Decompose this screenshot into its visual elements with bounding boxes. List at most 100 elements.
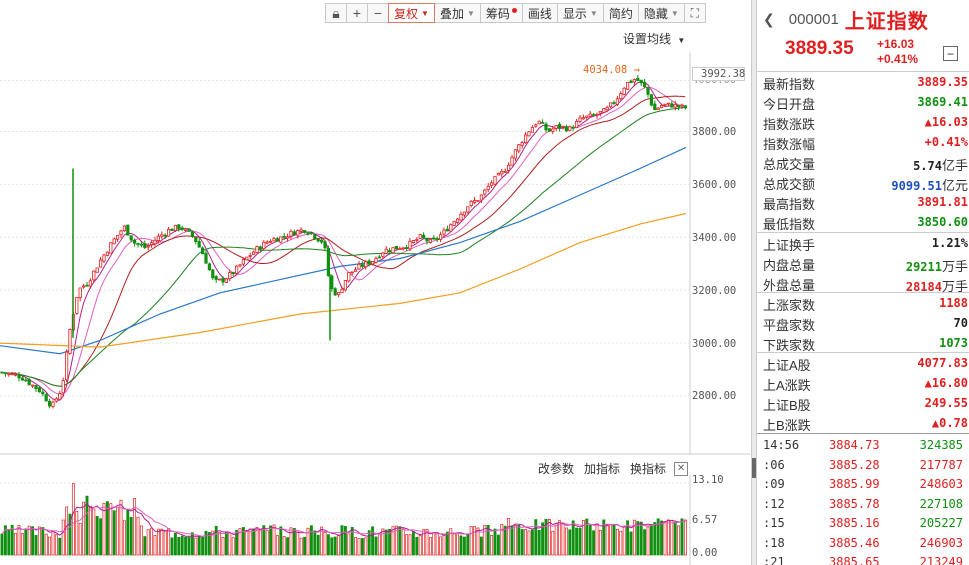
candle-body: [551, 128, 555, 132]
volume-bar: [95, 516, 99, 556]
candle-body: [541, 121, 545, 124]
candles: [0, 74, 688, 409]
candle-body: [187, 228, 191, 232]
volume-bar: [585, 518, 589, 556]
display-button[interactable]: 显示 ▼: [556, 3, 604, 23]
zoom-in-icon[interactable]: +: [346, 3, 368, 23]
stat-label: 最高指数: [763, 197, 816, 212]
volume-bar: [24, 528, 28, 556]
candle-body: [7, 373, 11, 375]
stat-label: 指数涨幅: [763, 137, 816, 152]
fullscreen-icon[interactable]: ⛶: [683, 3, 706, 23]
candle-body: [224, 278, 228, 283]
axis-tick: 3200.00: [692, 285, 737, 297]
volume-bar: [619, 530, 623, 556]
candle-body: [265, 241, 269, 244]
kline-chart[interactable]: [0, 52, 750, 455]
candle-body: [476, 200, 480, 202]
overlay-button[interactable]: 叠加 ▼: [433, 3, 481, 23]
candle-body: [3, 372, 7, 375]
volume-bar: [656, 518, 660, 556]
candle-body: [302, 230, 307, 233]
stat-value: 3850.60: [917, 215, 968, 229]
volume-bars: [0, 483, 687, 556]
candle-body: [228, 272, 232, 280]
chips-button[interactable]: 筹码: [479, 3, 523, 23]
volume-bar: [486, 524, 490, 556]
candle-body: [353, 269, 358, 272]
volume-bar: [323, 531, 327, 556]
adjust-button[interactable]: 复权 ▼: [388, 3, 435, 23]
candle-body: [78, 287, 82, 299]
volume-bar: [350, 527, 354, 556]
stat-value: 28184万手: [905, 279, 968, 294]
volume-bar: [34, 534, 38, 556]
volume-bar: [615, 528, 619, 556]
close-icon[interactable]: ✕: [674, 461, 689, 476]
volume-bar: [214, 525, 218, 556]
volume-bar: [92, 508, 96, 556]
volume-chart[interactable]: [0, 475, 750, 565]
switch-indicator-button[interactable]: 换指标: [630, 462, 667, 476]
candle-body: [360, 264, 365, 267]
candle-body: [109, 242, 113, 254]
volume-bar: [269, 525, 273, 556]
volume-bar: [469, 526, 473, 556]
collapse-button[interactable]: −: [943, 46, 958, 61]
ma-line: [1, 86, 686, 396]
volume-bar: [442, 535, 446, 556]
volume-bar: [126, 509, 130, 556]
volume-bar: [279, 526, 283, 556]
quote-summary: 3889.35 +16.03 +0.41% −: [757, 36, 969, 70]
candle-body: [116, 234, 120, 240]
candle-body: [581, 117, 586, 120]
stat-label: 上A涨跌: [763, 378, 811, 393]
candle-body: [336, 292, 341, 295]
volume-bar: [666, 519, 670, 556]
candle-body: [75, 297, 79, 314]
draw-line-button[interactable]: 画线: [521, 3, 558, 23]
candle-body: [510, 156, 514, 166]
candle-body: [442, 229, 446, 235]
volume-bar: [136, 516, 140, 556]
stat-row: 上证A股 4077.83: [757, 353, 969, 373]
simple-button[interactable]: 简约: [602, 3, 639, 23]
volume-bar: [415, 536, 419, 556]
stat-unit: 亿手: [941, 158, 968, 173]
splitter-handle[interactable]: [752, 458, 756, 478]
panel-splitter[interactable]: [751, 0, 757, 565]
candle-body: [377, 256, 382, 259]
candle-body: [506, 164, 511, 171]
candle-body: [513, 149, 518, 159]
volume-bar: [490, 535, 494, 556]
candle-body: [126, 224, 130, 236]
candle-body: [136, 243, 140, 245]
chevron-left-icon[interactable]: ❮: [763, 10, 775, 27]
candle-body: [30, 384, 35, 387]
arrow-right-icon: →: [633, 64, 640, 76]
candle-body: [394, 245, 399, 250]
ma-settings-button[interactable]: 设置均线 ▼: [623, 30, 685, 47]
add-indicator-button[interactable]: 加指标: [584, 462, 621, 476]
volume-bar: [275, 535, 279, 556]
zoom-out-icon[interactable]: −: [367, 3, 389, 23]
tick-price: 3885.28: [829, 457, 880, 472]
ma-settings-label: 设置均线: [623, 32, 672, 46]
candle-body: [289, 230, 293, 237]
volume-bar: [377, 533, 381, 556]
hide-button[interactable]: 隐藏 ▼: [637, 3, 685, 23]
volume-bar: [530, 529, 534, 556]
volume-bar: [61, 519, 65, 556]
candle-body: [340, 288, 344, 294]
volume-bar: [119, 499, 123, 556]
candle-body: [520, 142, 524, 146]
ma-line: [1, 81, 686, 401]
lock-icon[interactable]: 🔒︎: [325, 3, 347, 23]
candle-body: [517, 144, 521, 152]
volume-bar: [289, 527, 293, 556]
candle-body: [486, 185, 490, 190]
candle-body: [398, 248, 402, 251]
stat-value: 3869.41: [917, 95, 968, 109]
modify-params-button[interactable]: 改参数: [538, 462, 575, 476]
stat-label: 上B涨跌: [763, 418, 811, 433]
